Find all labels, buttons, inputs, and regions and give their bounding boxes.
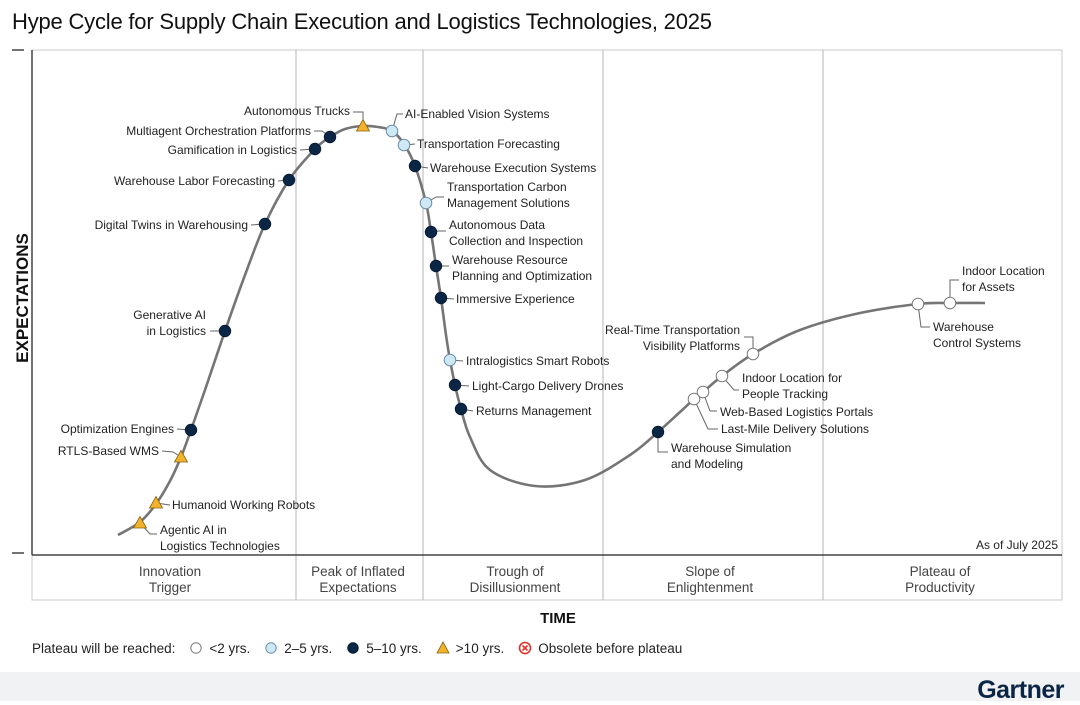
legend-title: Plateau will be reached: (32, 640, 176, 656)
marker-transportation-carbon-management-solutions (419, 196, 433, 210)
marker-optimization-engines (184, 423, 198, 437)
label-returns-management: Returns Management (476, 404, 592, 418)
chart-title: Hype Cycle for Supply Chain Execution an… (12, 9, 712, 34)
legend-item-obsolete: Obsolete before plateau (518, 641, 682, 656)
label-warehouse-simulation-and-modeling: Warehouse Simulation and Modeling (671, 441, 791, 471)
legend-item-lt2: <2 yrs. (189, 641, 250, 656)
marker-ai-enabled-vision-systems (385, 124, 399, 138)
label-web-based-logistics-portals: Web-Based Logistics Portals (720, 405, 873, 419)
legend-symbol-2to5 (265, 642, 277, 654)
legend-symbol-lt2 (190, 642, 203, 654)
marker-web-based-logistics-portals (696, 385, 710, 399)
legend-symbol-gt10 (436, 641, 450, 654)
legend: Plateau will be reached: <2 yrs. 2–5 yrs.… (32, 638, 682, 658)
label-warehouse-control-systems: Warehouse Control Systems (933, 320, 1021, 350)
label-agentic-ai-in-logistics-technologies: Agentic AI in Logistics Technologies (160, 523, 280, 553)
label-ai-enabled-vision-systems: AI-Enabled Vision Systems (405, 107, 550, 121)
leader-autonomous-trucks (353, 111, 364, 122)
marker-indoor-location-for-assets (943, 296, 957, 310)
leader-last-mile-delivery-solutions (693, 398, 718, 430)
marker-returns-management (454, 402, 468, 416)
y-axis-title: EXPECTATIONS (13, 233, 32, 363)
marker-immersive-experience (434, 291, 448, 305)
legend-label-lt2: <2 yrs. (209, 640, 251, 656)
marker-indoor-location-for-people-tracking (715, 369, 729, 383)
marker-warehouse-resource-planning-and-optimization (429, 259, 443, 273)
legend-item-5to10: 5–10 yrs. (346, 641, 422, 656)
legend-item-gt10: >10 yrs. (436, 641, 504, 656)
as-of-note: As of July 2025 (976, 538, 1058, 552)
label-multiagent-orchestration-platforms: Multiagent Orchestration Platforms (126, 124, 311, 138)
label-generative-ai-in-logistics: Generative AI in Logistics (133, 308, 206, 338)
marker-rtls-based-wms (173, 449, 189, 463)
legend-symbol-obsolete (518, 641, 532, 655)
marker-warehouse-labor-forecasting (282, 173, 296, 187)
legend-label-obsolete: Obsolete before plateau (538, 640, 683, 656)
legend-label-gt10: >10 yrs. (455, 640, 505, 656)
label-immersive-experience: Immersive Experience (456, 292, 575, 306)
legend-label-2to5: 2–5 yrs. (284, 640, 333, 656)
label-intralogistics-smart-robots: Intralogistics Smart Robots (466, 354, 609, 368)
label-transportation-forecasting: Transportation Forecasting (417, 137, 560, 151)
label-indoor-location-for-people-tracking: Indoor Location for People Tracking (742, 371, 842, 401)
marker-autonomous-trucks (355, 118, 371, 132)
marker-autonomous-data-collection-and-inspection (424, 225, 438, 239)
marker-agentic-ai-in-logistics-technologies (132, 515, 148, 529)
label-light-cargo-delivery-drones: Light-Cargo Delivery Drones (472, 379, 623, 393)
marker-warehouse-simulation-and-modeling (651, 425, 665, 439)
label-optimization-engines: Optimization Engines (61, 422, 174, 436)
marker-transportation-forecasting (397, 138, 411, 152)
label-gamification-in-logistics: Gamification in Logistics (168, 143, 297, 157)
phase-label: Slope of Enlightenment (667, 564, 754, 595)
label-warehouse-execution-systems: Warehouse Execution Systems (430, 161, 596, 175)
label-indoor-location-for-assets: Indoor Location for Assets (962, 264, 1045, 294)
phase-label: Plateau of Productivity (905, 564, 975, 595)
label-humanoid-working-robots: Humanoid Working Robots (172, 498, 315, 512)
hype-cycle-chart: Innovation Trigger Peak of Inflated Expecta… (12, 49, 1063, 627)
leader-warehouse-simulation-and-modeling (657, 432, 668, 453)
leader-indoor-location-for-assets (949, 279, 959, 303)
phase-label: Peak of Inflated Expectations (311, 564, 405, 595)
marker-last-mile-delivery-solutions (687, 392, 701, 406)
legend-item-2to5: 2–5 yrs. (264, 641, 332, 656)
marker-warehouse-control-systems (911, 297, 925, 311)
phase-label: Innovation Trigger (139, 564, 201, 595)
brand-logo: Gartner (977, 676, 1064, 704)
leader-warehouse-control-systems (917, 303, 930, 328)
label-warehouse-labor-forecasting: Warehouse Labor Forecasting (114, 174, 275, 188)
legend-symbol-5to10 (347, 642, 359, 654)
label-autonomous-data-collection-and-inspection: Autonomous Data Collection and Inspection (449, 218, 583, 248)
label-rtls-based-wms: RTLS-Based WMS (58, 444, 159, 458)
footer: Gartner (0, 672, 1080, 704)
label-last-mile-delivery-solutions: Last-Mile Delivery Solutions (721, 422, 869, 436)
leader-web-based-logistics-portals (702, 391, 717, 412)
marker-multiagent-orchestration-platforms (323, 130, 337, 144)
legend-label-5to10: 5–10 yrs. (366, 640, 422, 656)
phase-label: Trough of Disillusionment (470, 564, 561, 595)
marker-intralogistics-smart-robots (443, 353, 457, 367)
label-digital-twins-in-warehousing: Digital Twins in Warehousing (95, 218, 248, 232)
marker-warehouse-execution-systems (408, 159, 422, 173)
label-autonomous-trucks: Autonomous Trucks (244, 104, 350, 118)
marker-gamification-in-logistics (308, 142, 322, 156)
label-transportation-carbon-management-solutions: Transportation Carbon Management Solution… (447, 180, 570, 210)
marker-digital-twins-in-warehousing (258, 217, 272, 231)
label-real-time-transportation-visibility-platforms: Real-Time Transportation Visibility Platf… (605, 323, 740, 353)
marker-real-time-transportation-visibility-platforms (746, 347, 760, 361)
marker-humanoid-working-robots (148, 495, 164, 509)
marker-light-cargo-delivery-drones (448, 378, 462, 392)
marker-generative-ai-in-logistics (218, 324, 232, 338)
x-axis-title: TIME (540, 610, 576, 627)
label-warehouse-resource-planning-and-optimization: Warehouse Resource Planning and Optimizat… (452, 253, 592, 283)
